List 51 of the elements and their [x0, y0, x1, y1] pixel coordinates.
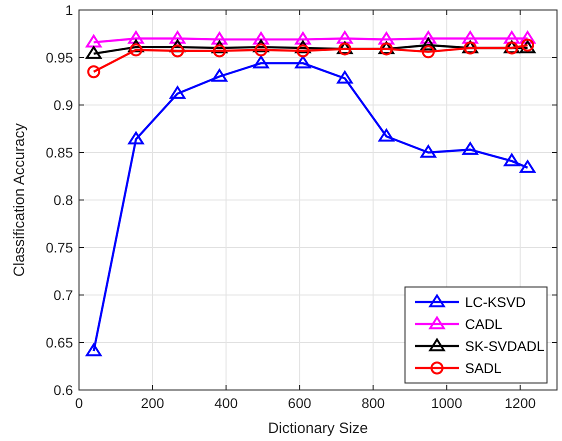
point [520, 31, 536, 44]
point [86, 34, 102, 48]
point [420, 145, 436, 158]
x-axis-title: Dictionary Size [268, 420, 368, 437]
x-tick-label: 1000 [431, 395, 462, 411]
x-tick-label: 0 [75, 395, 84, 411]
y-tick-label: 0.8 [54, 192, 74, 208]
point [86, 46, 102, 59]
point [253, 32, 269, 45]
legend-label: SK-SVDADL [465, 338, 545, 354]
x-tick-label: 400 [214, 395, 238, 411]
point [462, 142, 478, 155]
point [86, 344, 102, 356]
point [128, 132, 144, 144]
point [170, 31, 186, 44]
point [253, 56, 269, 68]
point [212, 32, 228, 45]
x-tick-label: 200 [140, 395, 164, 411]
point [337, 31, 353, 44]
legend-label: LC-KSVD [465, 294, 526, 310]
point [87, 65, 100, 78]
legend-label: CADL [465, 316, 503, 332]
point [422, 45, 435, 58]
x-tick-label: 600 [288, 395, 312, 411]
x-tick-label: 800 [361, 395, 386, 411]
point [504, 154, 520, 166]
point [462, 31, 478, 44]
point [295, 40, 311, 54]
y-tick-label: 0.7 [54, 287, 74, 303]
point [295, 32, 311, 45]
point [420, 31, 436, 44]
y-tick-label: 1 [65, 2, 74, 18]
x-tick-label: 1200 [504, 395, 536, 411]
y-axis-title: Classification Accuracy [11, 122, 28, 277]
y-tick-label: 0.6 [54, 382, 74, 398]
point [504, 31, 520, 44]
point [520, 160, 536, 173]
legend-label: SADL [465, 360, 502, 376]
y-tick-label: 0.95 [46, 50, 74, 66]
point [420, 38, 436, 50]
point [378, 128, 394, 142]
point [212, 69, 228, 82]
y-tick-label: 0.85 [46, 144, 74, 160]
point [295, 56, 311, 68]
y-tick-label: 0.65 [46, 334, 74, 350]
y-tick-label: 0.9 [54, 97, 74, 113]
point [128, 31, 144, 44]
y-tick-label: 0.75 [46, 240, 74, 256]
point [337, 70, 353, 84]
point [378, 32, 394, 45]
point [170, 86, 186, 99]
